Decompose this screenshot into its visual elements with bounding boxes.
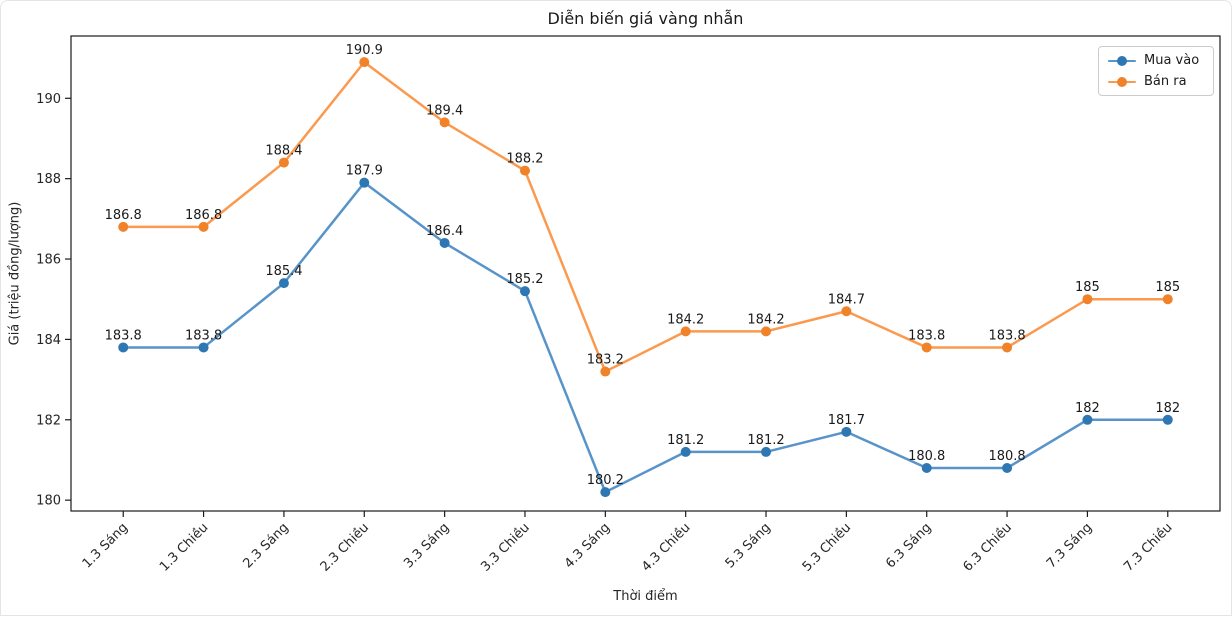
- data-point-marker: [921, 463, 932, 474]
- data-point-label: 181.2: [747, 433, 784, 448]
- data-point-label: 189.4: [426, 103, 463, 118]
- data-point-label: 182: [1155, 401, 1180, 416]
- data-point-label: 185.4: [265, 264, 302, 279]
- data-point-label: 180.8: [908, 449, 945, 464]
- legend-item-mua-vao: Mua vào: [1108, 53, 1203, 68]
- y-tick-label: 182: [36, 413, 61, 428]
- data-point-label: 182: [1075, 401, 1100, 416]
- x-tick-label: 4.3 Chiều: [639, 520, 693, 574]
- y-tick-label: 180: [36, 494, 61, 509]
- data-point-marker: [1162, 294, 1173, 305]
- x-tick-label: 5.3 Sáng: [723, 520, 774, 571]
- data-point-marker: [600, 366, 611, 377]
- legend-label-mua-vao: Mua vào: [1144, 53, 1200, 68]
- data-point-marker: [841, 426, 852, 437]
- x-axis-title: Thời điểm: [613, 589, 678, 604]
- y-tick-label: 190: [36, 92, 61, 107]
- series-line: [121, 181, 1170, 494]
- x-tick-label: 5.3 Chiều: [800, 520, 854, 574]
- data-point-label: 187.9: [346, 164, 383, 179]
- data-point-marker: [519, 165, 530, 176]
- x-tick-label: 1.3 Sáng: [80, 520, 131, 571]
- data-point-marker: [680, 446, 691, 457]
- data-point-label: 188.4: [265, 144, 302, 159]
- x-tick-label: 1.3 Chiều: [157, 520, 211, 574]
- x-tick-label: 2.3 Sáng: [240, 520, 291, 571]
- data-point-label: 183.8: [988, 328, 1025, 343]
- x-axis-ticks: 1.3 Sáng 1.3 Chiều 2.3 Sáng 2.3 Chiều 3.3 Sá…: [80, 511, 1176, 575]
- data-point-label: 185: [1155, 280, 1180, 295]
- series-mua-vào: 183.8 183.8 185.4 187.9 186.4 185.2 180.2 181.2…: [105, 164, 1180, 498]
- x-tick-label: 4.3 Sáng: [562, 520, 613, 571]
- data-point-marker: [1162, 414, 1173, 425]
- data-point-label: 181.7: [828, 413, 865, 428]
- legend-swatch-ban-ra-icon: [1108, 76, 1136, 87]
- data-point-label: 180.2: [587, 473, 624, 488]
- legend-label-ban-ra: Bán ra: [1144, 74, 1187, 89]
- series-line: [121, 60, 1170, 373]
- x-tick-label: 7.3 Sáng: [1044, 520, 1095, 571]
- y-tick-label: 188: [36, 172, 61, 187]
- data-point-label: 186.4: [426, 224, 463, 239]
- data-point-label: 180.8: [988, 449, 1025, 464]
- data-point-label: 181.2: [667, 433, 704, 448]
- data-point-marker: [600, 487, 611, 498]
- data-point-marker: [680, 326, 691, 337]
- legend-swatch-mua-vao-icon: [1108, 55, 1136, 66]
- data-point-marker: [278, 157, 289, 168]
- series-bán-ra: 186.8 186.8 188.4 190.9 189.4 188.2 183.2 184.2…: [105, 43, 1180, 377]
- data-point-marker: [921, 342, 932, 353]
- data-point-marker: [118, 221, 129, 232]
- data-point-marker: [519, 286, 530, 297]
- x-tick-label: 6.3 Chiều: [960, 520, 1014, 574]
- data-point-marker: [359, 57, 370, 68]
- data-point-marker: [439, 117, 450, 128]
- data-point-marker: [1002, 342, 1013, 353]
- data-point-marker: [841, 306, 852, 317]
- x-tick-label: 7.3 Chiều: [1121, 520, 1175, 574]
- data-point-label: 185.2: [506, 272, 543, 287]
- data-point-label: 186.8: [105, 208, 142, 223]
- data-point-label: 190.9: [346, 43, 383, 58]
- data-point-label: 186.8: [185, 208, 222, 223]
- data-point-label: 183.8: [105, 328, 142, 343]
- data-point-marker: [198, 342, 209, 353]
- data-point-marker: [761, 326, 772, 337]
- y-axis-ticks: 180 182 184 186 188 190: [36, 92, 71, 509]
- axes-frame: [70, 35, 1221, 512]
- x-tick-label: 3.3 Sáng: [401, 520, 452, 571]
- data-point-marker: [278, 278, 289, 289]
- data-point-label: 183.2: [587, 353, 624, 368]
- data-point-marker: [118, 342, 129, 353]
- data-point-marker: [1082, 294, 1093, 305]
- data-point-label: 188.2: [506, 152, 543, 167]
- data-point-label: 184.2: [747, 312, 784, 327]
- data-point-label: 183.8: [185, 328, 222, 343]
- data-point-label: 183.8: [908, 328, 945, 343]
- data-point-marker: [198, 221, 209, 232]
- x-tick-label: 6.3 Sáng: [883, 520, 934, 571]
- data-point-marker: [439, 237, 450, 248]
- data-point-marker: [761, 446, 772, 457]
- x-tick-label: 3.3 Chiều: [478, 520, 532, 574]
- data-point-label: 184.7: [828, 292, 865, 307]
- y-tick-label: 186: [36, 253, 61, 268]
- data-point-label: 184.2: [667, 312, 704, 327]
- data-point-marker: [359, 177, 370, 188]
- y-tick-label: 184: [36, 333, 61, 348]
- legend: Mua vào Bán ra: [1098, 46, 1214, 96]
- data-point-marker: [1002, 463, 1013, 474]
- data-point-marker: [1082, 414, 1093, 425]
- data-point-label: 185: [1075, 280, 1100, 295]
- chart-title: Diễn biến giá vàng nhẫn: [547, 9, 744, 28]
- legend-item-ban-ra: Bán ra: [1108, 74, 1203, 89]
- x-tick-label: 2.3 Chiều: [318, 520, 372, 574]
